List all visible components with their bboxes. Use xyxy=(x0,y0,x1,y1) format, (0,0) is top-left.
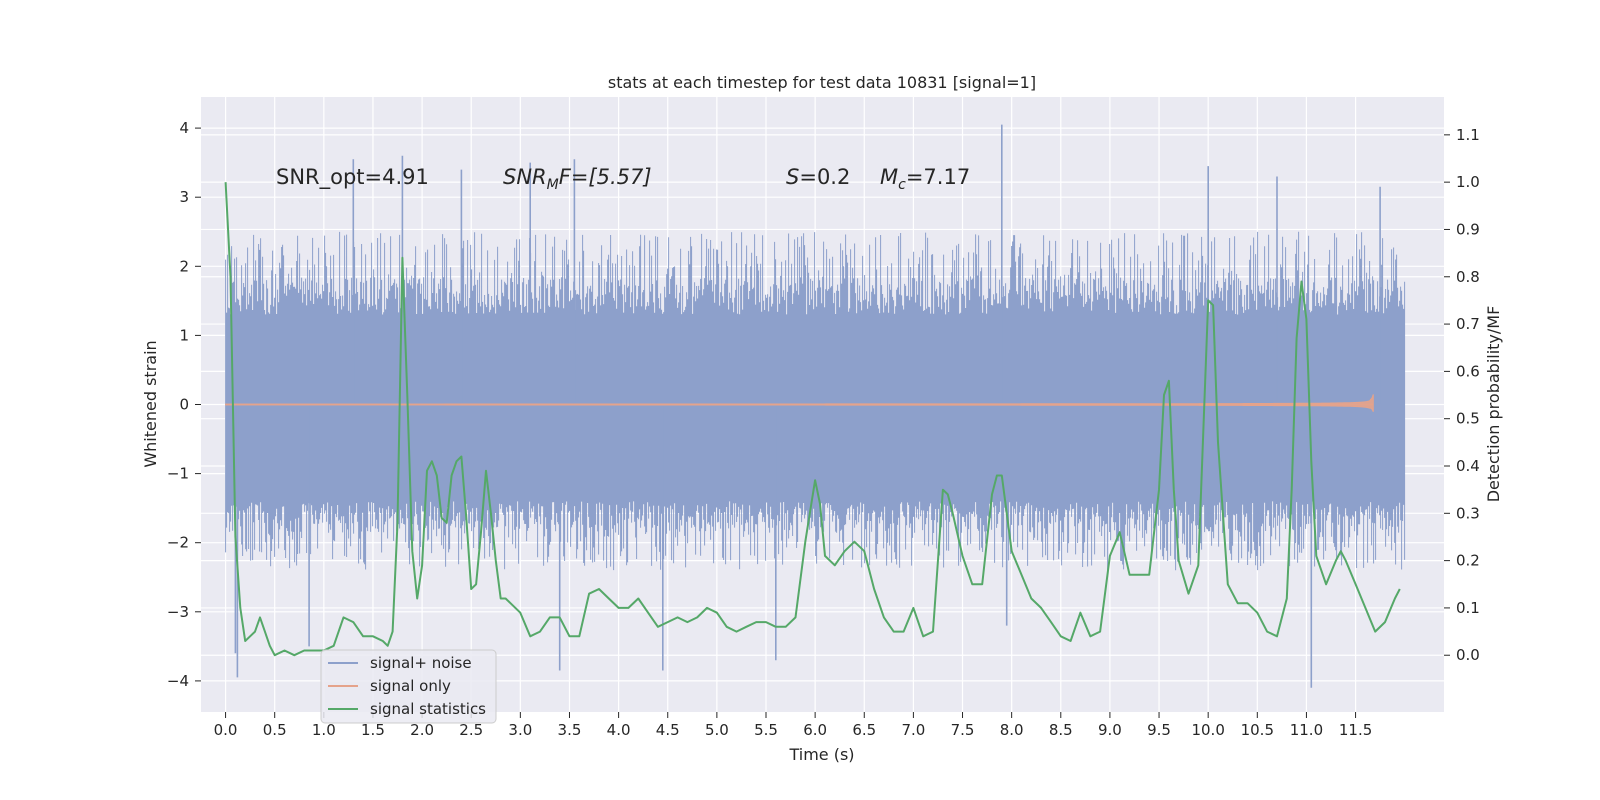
legend-label-signal-noise: signal+ noise xyxy=(370,654,472,672)
annotation-mc: Mc=7.17 xyxy=(880,165,970,193)
x-tick-label: 9.0 xyxy=(1098,721,1122,739)
series-signal-noise xyxy=(225,124,1406,688)
x-tick-label: 0.0 xyxy=(214,721,238,739)
annotation-s: S=0.2 xyxy=(786,165,850,189)
y-axis-label: Whitened strain xyxy=(141,340,160,467)
y-axis-right-label: Detection probability/MF xyxy=(1484,306,1503,503)
statistics-line xyxy=(224,182,1401,657)
x-tick-label: 4.5 xyxy=(656,721,680,739)
y-tick-label: −4 xyxy=(167,672,189,690)
y-tick-label: −2 xyxy=(167,534,189,552)
y-axis-ticks: −4 −3 −2 −1 0 1 2 3 4 xyxy=(167,119,201,690)
x-tick-label: 10.0 xyxy=(1191,721,1224,739)
x-tick-label: 7.5 xyxy=(951,721,975,739)
x-tick-label: 4.0 xyxy=(607,721,631,739)
x-tick-label: 9.5 xyxy=(1147,721,1171,739)
annotation-snr-mf: SNRMF=[5.57] xyxy=(503,165,652,193)
x-tick-label: 5.5 xyxy=(754,721,778,739)
x-tick-label: 6.5 xyxy=(852,721,876,739)
y-right-tick-label: 0.5 xyxy=(1456,410,1480,428)
legend-box xyxy=(320,649,497,724)
x-tick-label: 0.5 xyxy=(263,721,287,739)
x-tick-label: 11.5 xyxy=(1339,721,1372,739)
y-right-tick-label: 0.4 xyxy=(1456,457,1480,475)
y-tick-label: 2 xyxy=(179,257,189,275)
x-tick-label: 2.5 xyxy=(459,721,483,739)
x-tick-label: 5.0 xyxy=(705,721,729,739)
y-right-tick-label: 0.8 xyxy=(1456,268,1480,286)
y-right-tick-label: 0.1 xyxy=(1456,599,1480,617)
y-tick-label: 3 xyxy=(179,188,189,206)
legend: signal+ noise signal only signal statist… xyxy=(320,649,497,724)
y-right-tick-label: 0.0 xyxy=(1456,646,1480,664)
y-right-tick-label: 0.9 xyxy=(1456,220,1480,238)
legend-label-signal-only: signal only xyxy=(370,677,451,695)
series-signal-only xyxy=(225,394,1374,413)
chart-title: stats at each timestep for test data 108… xyxy=(608,73,1036,92)
y-right-tick-label: 0.7 xyxy=(1456,315,1480,333)
annotations: SNR_opt=4.91 SNRMF=[5.57] S=0.2 Mc=7.17 xyxy=(276,165,970,193)
y-right-tick-label: 0.3 xyxy=(1456,504,1480,522)
y-tick-label: −3 xyxy=(167,603,189,621)
y-tick-label: 4 xyxy=(179,119,189,137)
x-tick-label: 2.0 xyxy=(410,721,434,739)
y-right-tick-label: 1.0 xyxy=(1456,173,1480,191)
y-right-tick-label: 0.2 xyxy=(1456,552,1480,570)
x-tick-label: 1.0 xyxy=(312,721,336,739)
x-tick-label: 10.5 xyxy=(1241,721,1274,739)
y-right-tick-label: 1.1 xyxy=(1456,126,1480,144)
x-tick-label: 3.5 xyxy=(558,721,582,739)
series-signal-statistics xyxy=(224,182,1401,657)
x-tick-label: 1.5 xyxy=(361,721,385,739)
y-axis-right-ticks: 0.0 0.1 0.2 0.3 0.4 0.5 0.6 0.7 0.8 0.9 1.0 1.1 xyxy=(1444,126,1480,664)
x-tick-label: 3.0 xyxy=(508,721,532,739)
x-tick-label: 6.0 xyxy=(803,721,827,739)
x-axis-label: Time (s) xyxy=(788,745,854,764)
y-tick-label: −1 xyxy=(167,465,189,483)
y-right-tick-label: 0.6 xyxy=(1456,362,1480,380)
y-tick-label: 0 xyxy=(179,396,189,414)
x-tick-label: 8.5 xyxy=(1049,721,1073,739)
annotation-snr-opt: SNR_opt=4.91 xyxy=(276,165,429,190)
x-tick-label: 8.0 xyxy=(1000,721,1024,739)
x-axis-ticks: 0.0 0.5 1.0 1.5 2.0 2.5 3.0 3.5 4.0 4.5 5.0 5.5 6.0 6… xyxy=(214,712,1372,739)
x-tick-label: 11.0 xyxy=(1290,721,1323,739)
x-tick-label: 7.0 xyxy=(901,721,925,739)
legend-label-signal-statistics: signal statistics xyxy=(370,700,486,718)
y-tick-label: 1 xyxy=(179,326,189,344)
